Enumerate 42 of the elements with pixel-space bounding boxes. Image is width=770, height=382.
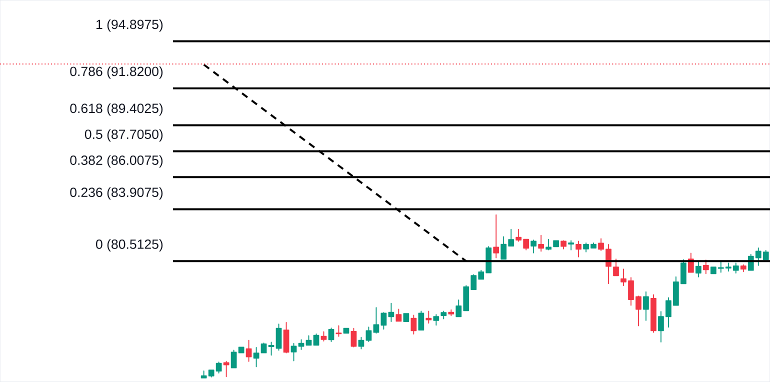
ref-line-label: 0.382 (86.0075) (70, 155, 163, 168)
candlestick (440, 310, 447, 320)
candlestick (260, 342, 267, 354)
ref-line-label: 0.236 (83.9075) (70, 187, 163, 200)
candlestick (448, 309, 454, 316)
candlestick (410, 314, 417, 334)
candlestick (493, 214, 500, 258)
candlestick (702, 260, 709, 274)
candlestick (530, 240, 537, 254)
candlestick (696, 260, 702, 278)
candlestick (613, 258, 619, 276)
candlestick (350, 328, 357, 348)
candlestick (396, 308, 402, 322)
ref-line-label: 1 (94.8975) (96, 19, 163, 32)
candlestick (328, 328, 334, 342)
candlestick (313, 334, 320, 346)
candlestick (358, 336, 364, 350)
candlestick (223, 360, 230, 378)
candlestick (643, 291, 649, 321)
candlestick (418, 310, 424, 331)
ref-line-label: 0.786 (91.8200) (70, 66, 163, 79)
candlestick (283, 322, 290, 354)
candlestick (433, 314, 440, 326)
candlestick (650, 294, 656, 333)
candlestick (553, 240, 559, 248)
candlestick (568, 240, 574, 250)
candlestick (403, 313, 410, 322)
candlestick (538, 234, 544, 252)
candlestick (560, 240, 566, 250)
candlestick (373, 307, 380, 334)
candlestick (366, 326, 372, 342)
ref-line-label: 0 (80.5125) (96, 239, 163, 252)
ref-line-label: 0.5 (87.7050) (84, 129, 163, 142)
candlestick (343, 328, 350, 334)
candlestick (576, 240, 582, 258)
ref-line-label: 0.618 (89.4025) (70, 103, 163, 116)
candlestick (546, 238, 552, 250)
candlestick (253, 347, 260, 368)
candlestick (426, 310, 432, 324)
candlestick (246, 340, 252, 362)
candlestick (276, 324, 282, 351)
candlestick (740, 264, 746, 272)
